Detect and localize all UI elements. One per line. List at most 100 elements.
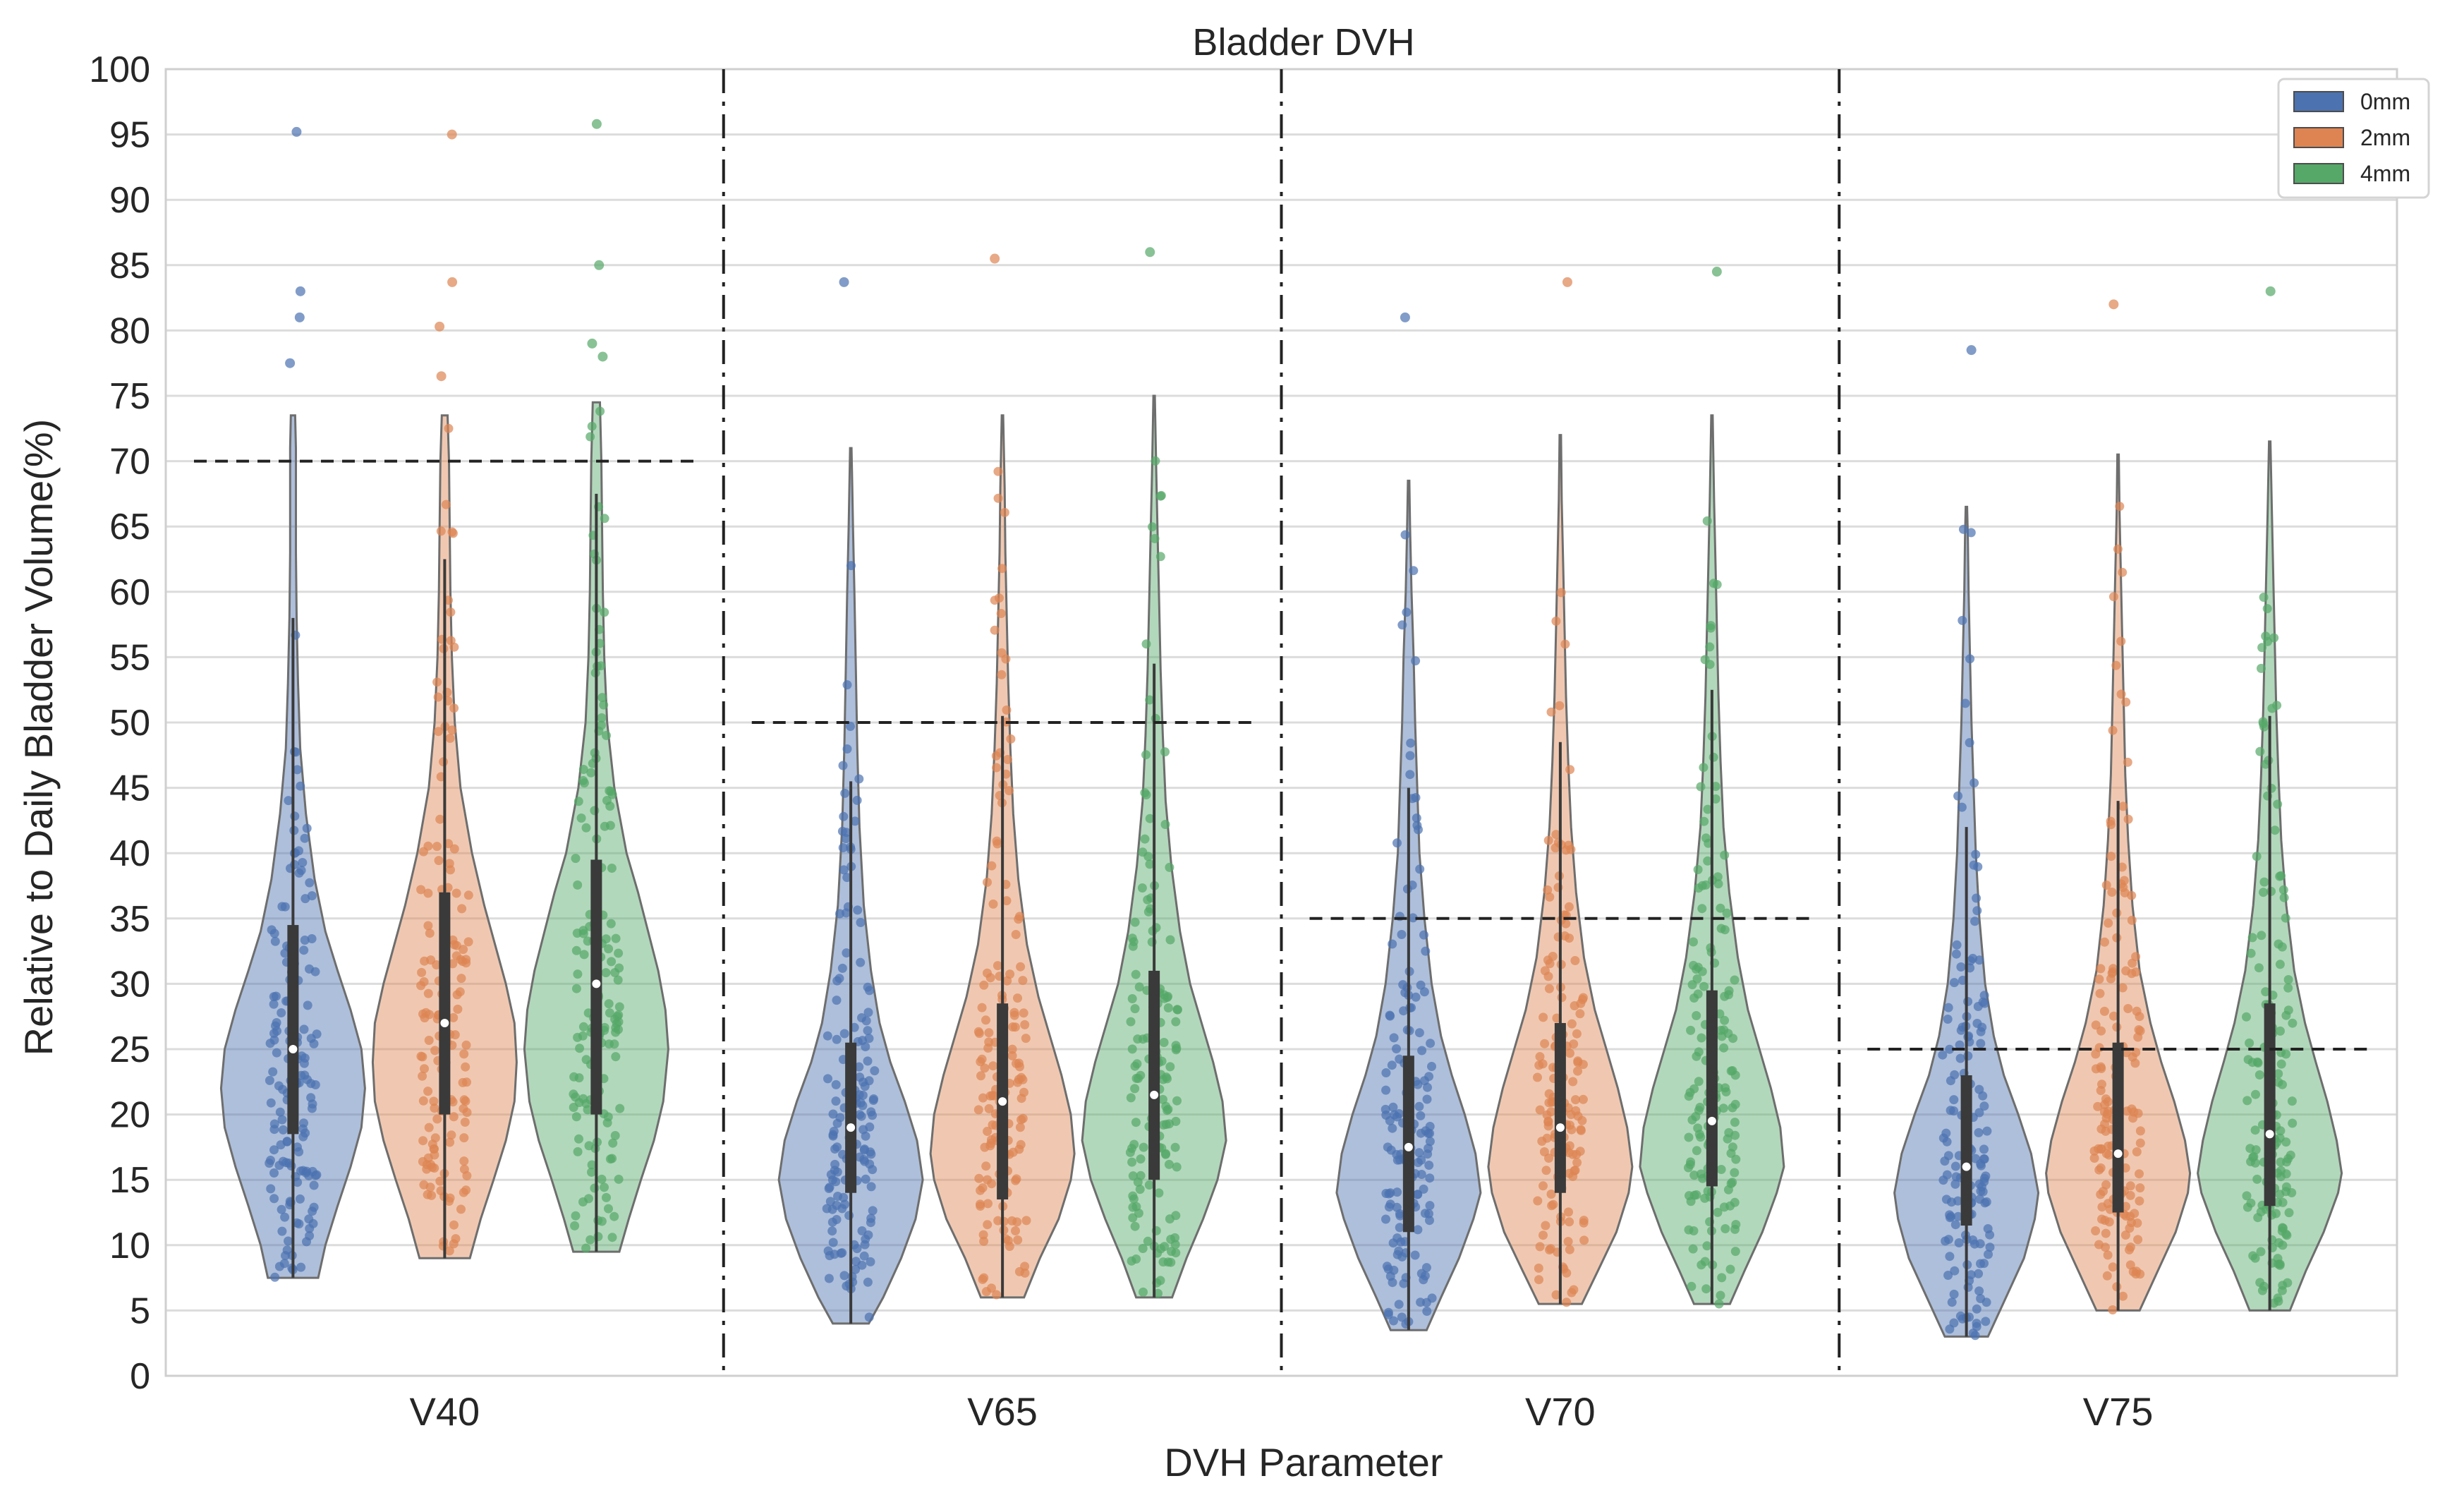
data-point — [1974, 1286, 1984, 1296]
data-point — [2125, 1245, 2134, 1254]
data-point — [1412, 813, 1421, 823]
data-point — [1015, 912, 1024, 921]
data-point — [1555, 701, 1565, 710]
data-point — [1548, 952, 1558, 961]
data-point — [2252, 1174, 2262, 1184]
data-point — [1172, 1044, 1182, 1053]
data-point — [835, 974, 844, 984]
data-point — [444, 859, 454, 869]
data-point — [839, 811, 849, 821]
data-point — [2095, 988, 2105, 998]
data-point — [2269, 1298, 2278, 1308]
data-point — [607, 790, 617, 799]
data-point — [2119, 876, 2129, 885]
data-point — [1570, 1001, 1579, 1010]
data-point — [278, 1084, 288, 1094]
violin-median — [440, 1018, 449, 1027]
data-point — [292, 765, 302, 775]
data-point — [278, 1156, 288, 1166]
data-point — [269, 1145, 279, 1155]
data-point — [842, 873, 852, 883]
data-point — [1397, 1312, 1407, 1322]
data-point — [445, 733, 455, 743]
data-point — [2116, 689, 2126, 699]
violin-iqr-box — [1706, 990, 1718, 1187]
data-point — [299, 1118, 308, 1128]
violin-iqr-box — [1960, 1075, 1972, 1226]
data-point — [993, 839, 1002, 849]
data-point — [2284, 1208, 2294, 1218]
data-point — [1425, 1216, 1434, 1226]
data-point — [824, 1184, 834, 1193]
data-point — [270, 936, 280, 946]
data-point — [1170, 1142, 1180, 1152]
data-point — [1165, 862, 1175, 872]
data-point — [1694, 1047, 1704, 1057]
data-point — [1167, 1247, 1176, 1257]
data-point — [976, 1199, 985, 1209]
data-point — [269, 1119, 279, 1129]
data-point — [2273, 1254, 2283, 1264]
data-point — [581, 1243, 591, 1253]
data-point — [1576, 1125, 1586, 1135]
data-point — [1159, 1038, 1169, 1047]
data-point — [1703, 804, 1713, 814]
data-point — [593, 1216, 603, 1226]
data-point — [1008, 1147, 1018, 1157]
data-point — [1699, 763, 1709, 773]
data-point — [2094, 974, 2104, 984]
data-point — [266, 1098, 276, 1108]
outlier-point — [295, 286, 305, 296]
data-point — [1726, 1149, 1736, 1159]
data-point — [1166, 1235, 1176, 1244]
y-tick-label: 90 — [109, 180, 150, 221]
data-point — [1395, 1223, 1404, 1233]
data-point — [870, 1066, 880, 1076]
data-point — [298, 1132, 308, 1142]
data-point — [1006, 734, 1016, 744]
data-point — [1539, 1230, 1548, 1240]
data-point — [993, 493, 1003, 503]
data-point — [1728, 1103, 1737, 1113]
data-point — [988, 1120, 997, 1130]
data-point — [1172, 1096, 1182, 1106]
data-point — [1143, 852, 1153, 861]
data-point — [571, 984, 581, 993]
data-point — [296, 1262, 306, 1272]
data-point — [1546, 1107, 1556, 1117]
outlier-point — [1145, 247, 1155, 258]
data-point — [269, 1194, 279, 1204]
data-point — [2132, 1218, 2142, 1228]
data-point — [596, 661, 606, 671]
data-point — [1126, 1017, 1136, 1027]
data-point — [1972, 893, 1981, 903]
data-point — [2283, 975, 2293, 984]
data-point — [420, 956, 430, 966]
data-point — [461, 1040, 471, 1050]
legend: 0mm 2mm 4mm — [2277, 78, 2430, 199]
data-point — [2125, 1223, 2135, 1233]
data-point — [983, 1127, 993, 1136]
data-point — [1383, 1142, 1392, 1152]
data-point — [831, 1096, 841, 1106]
data-point — [1395, 1054, 1404, 1064]
data-point — [593, 1232, 603, 1242]
data-point — [2281, 1169, 2291, 1179]
data-point — [571, 1112, 581, 1122]
data-point — [2123, 814, 2133, 824]
data-point — [606, 919, 616, 929]
data-point — [1405, 770, 1415, 780]
data-point — [2274, 1238, 2284, 1247]
data-point — [2276, 871, 2286, 881]
data-point — [461, 1062, 471, 1072]
data-point — [2246, 948, 2256, 958]
data-point — [1381, 1111, 1391, 1120]
data-point — [976, 1057, 985, 1067]
data-point — [1562, 1298, 1572, 1307]
violin-iqr-box — [1554, 1022, 1566, 1193]
data-point — [590, 806, 600, 816]
data-point — [1716, 1290, 1725, 1300]
data-point — [280, 1212, 290, 1222]
data-point — [607, 864, 617, 873]
data-point — [2113, 544, 2123, 554]
